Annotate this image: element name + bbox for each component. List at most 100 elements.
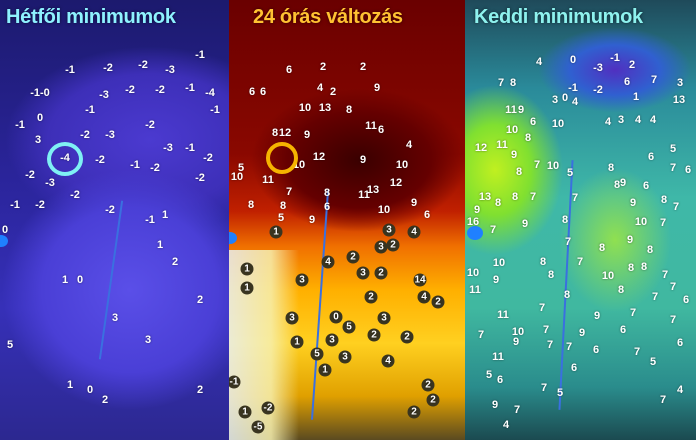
station-temperature-label: 5 bbox=[669, 143, 677, 155]
station-temperature-label: 3 bbox=[676, 77, 684, 89]
station-temperature-label: 8 bbox=[323, 187, 331, 199]
station-temperature-label: -3 bbox=[165, 64, 175, 76]
station-temperature-label: 9 bbox=[473, 204, 481, 216]
station-temperature-label: -2 bbox=[261, 401, 275, 415]
station-temperature-label: 6 bbox=[285, 64, 293, 76]
station-temperature-label: 1 bbox=[632, 91, 640, 103]
station-temperature-label: 4 bbox=[417, 290, 431, 304]
station-temperature-label: 4 bbox=[381, 354, 395, 368]
station-temperature-label: 2 bbox=[421, 378, 435, 392]
station-temperature-label: 11 bbox=[496, 139, 508, 151]
station-temperature-label: 7 bbox=[669, 314, 677, 326]
station-temperature-label: 9 bbox=[626, 234, 634, 246]
station-temperature-label: 7 bbox=[489, 224, 497, 236]
station-temperature-label: 2 bbox=[196, 384, 204, 396]
station-temperature-label: 14 bbox=[413, 273, 427, 287]
station-temperature-label: -2 bbox=[138, 59, 148, 71]
station-temperature-label: -1 bbox=[568, 82, 578, 94]
station-temperature-label: 6 bbox=[570, 362, 578, 374]
station-temperature-label: 3 bbox=[617, 114, 625, 126]
station-temperature-label: 10 bbox=[298, 102, 312, 114]
station-temperature-label: 2 bbox=[364, 290, 378, 304]
station-temperature-label: 8 bbox=[627, 262, 635, 274]
station-temperature-label: 9 bbox=[410, 197, 418, 209]
station-temperature-label: 6 bbox=[623, 76, 631, 88]
station-temperature-label: -2 bbox=[203, 152, 213, 164]
station-temperature-label: 2 bbox=[407, 405, 421, 419]
station-temperature-label: 2 bbox=[346, 250, 360, 264]
station-temperature-label: 9 bbox=[517, 104, 525, 116]
station-temperature-label: -2 bbox=[103, 62, 113, 74]
station-temperature-label: 3 bbox=[295, 273, 309, 287]
station-temperature-label: 6 bbox=[377, 124, 385, 136]
station-temperature-label: 3 bbox=[551, 94, 559, 106]
station-temperature-label: 9 bbox=[491, 399, 499, 411]
highlight-circle bbox=[47, 142, 83, 176]
station-temperature-label: 7 bbox=[564, 236, 572, 248]
station-temperature-label: 1 bbox=[290, 335, 304, 349]
station-temperature-label: 6 bbox=[248, 86, 256, 98]
station-temperature-label: 13 bbox=[478, 191, 492, 203]
station-temperature-label: 13 bbox=[318, 102, 332, 114]
station-temperature-label: 1 bbox=[161, 209, 169, 221]
station-temperature-label: -1 bbox=[229, 375, 241, 389]
station-temperature-label: 16 bbox=[466, 216, 480, 228]
lake-balaton bbox=[0, 235, 8, 247]
station-temperature-label: 5 bbox=[556, 387, 564, 399]
station-temperature-label: 10 bbox=[551, 118, 565, 130]
station-temperature-label: 6 bbox=[323, 201, 331, 213]
station-temperature-label: 6 bbox=[684, 164, 692, 176]
station-temperature-label: 6 bbox=[592, 344, 600, 356]
station-temperature-label: 4 bbox=[676, 384, 684, 396]
station-temperature-label: 0 bbox=[86, 384, 94, 396]
station-temperature-label: 5 bbox=[566, 167, 574, 179]
station-temperature-label: 2 bbox=[386, 238, 400, 252]
station-temperature-label: 11 bbox=[497, 309, 509, 321]
station-temperature-label: 2 bbox=[431, 295, 445, 309]
station-temperature-label: 3 bbox=[34, 134, 42, 146]
station-temperature-label: 2 bbox=[426, 393, 440, 407]
station-temperature-label: 3 bbox=[285, 311, 299, 325]
station-temperature-label: 13 bbox=[672, 94, 686, 106]
station-temperature-label: 7 bbox=[661, 269, 669, 281]
station-temperature-label: 9 bbox=[512, 336, 520, 348]
station-temperature-label: 9 bbox=[521, 218, 529, 230]
station-temperature-label: 2 bbox=[329, 86, 337, 98]
station-temperature-label: 9 bbox=[308, 214, 316, 226]
station-temperature-label: 6 bbox=[682, 294, 690, 306]
station-temperature-label: 7 bbox=[285, 186, 293, 198]
station-temperature-label: 4 bbox=[535, 56, 543, 68]
station-temperature-label: 12 bbox=[312, 151, 326, 163]
station-temperature-label: -2 bbox=[593, 84, 603, 96]
station-temperature-label: -1 bbox=[130, 159, 140, 171]
station-temperature-label: -2 bbox=[80, 129, 90, 141]
station-temperature-label: 13 bbox=[366, 184, 380, 196]
station-temperature-label: 1 bbox=[66, 379, 74, 391]
station-temperature-label: 3 bbox=[144, 334, 152, 346]
station-temperature-label: 0 bbox=[36, 112, 44, 124]
station-temperature-label: 1 bbox=[61, 274, 69, 286]
station-temperature-label: 10 bbox=[230, 171, 244, 183]
station-temperature-label: 8 bbox=[547, 269, 555, 281]
station-temperature-label: 7 bbox=[659, 394, 667, 406]
station-temperature-label: 7 bbox=[571, 192, 579, 204]
station-temperature-label: 4 bbox=[502, 419, 510, 431]
station-temperature-label: 7 bbox=[651, 291, 659, 303]
station-temperature-label: 9 bbox=[303, 129, 311, 141]
station-temperature-label: 8 bbox=[617, 284, 625, 296]
station-temperature-label: 8 bbox=[509, 77, 517, 89]
station-temperature-label: 9 bbox=[593, 310, 601, 322]
station-temperature-label: 3 bbox=[111, 312, 119, 324]
station-temperature-label: -5 bbox=[251, 420, 265, 434]
station-temperature-label: -4 bbox=[205, 87, 215, 99]
station-temperature-label: 10 bbox=[466, 267, 480, 279]
station-temperature-label: 2 bbox=[374, 266, 388, 280]
station-temperature-label: -1 bbox=[65, 64, 75, 76]
station-temperature-label: 6 bbox=[529, 116, 537, 128]
station-temperature-label: 8 bbox=[524, 132, 532, 144]
station-temperature-label: -1 bbox=[610, 52, 620, 64]
station-temperature-label: 6 bbox=[642, 180, 650, 192]
station-temperature-label: 10 bbox=[511, 326, 525, 338]
station-temperature-label: 5 bbox=[485, 369, 493, 381]
station-temperature-label: 12 bbox=[389, 177, 403, 189]
